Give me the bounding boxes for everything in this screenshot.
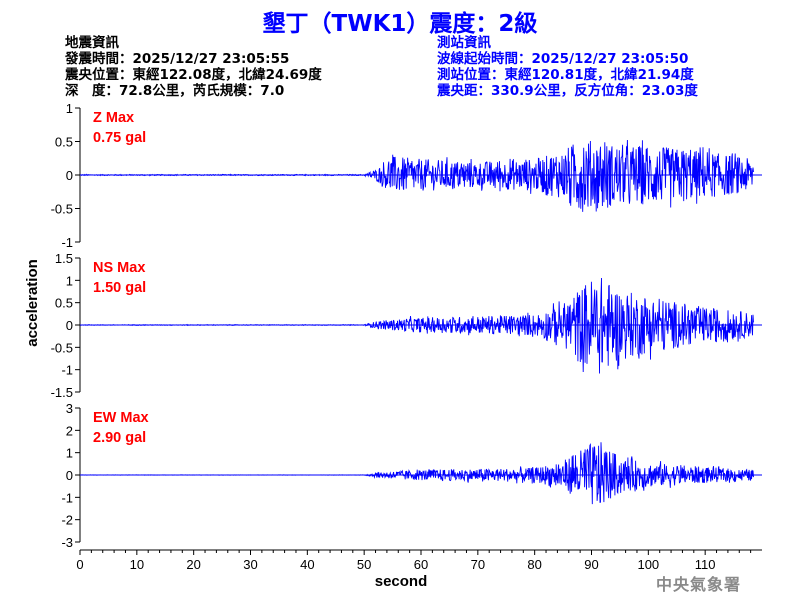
max-label: Z Max [93, 110, 134, 126]
x-tick-label: 40 [300, 557, 314, 572]
station-info-line: 測站位置：東經120.81度，北緯21.94度 [437, 67, 694, 83]
event-info-line: 震央位置：東經122.08度，北緯24.69度 [65, 67, 322, 83]
event-info-line: 深 度：72.8公里，芮氏規模：7.0 [65, 83, 285, 99]
panel-ew: 3 2 1 0 -1 -2 -3 EW Max 2.90 gal [61, 401, 762, 550]
waveform-trace-ns [80, 277, 754, 374]
max-value: 0.75 gal [93, 130, 146, 146]
agency-logo-text: 中央氣象署 [656, 575, 742, 594]
x-tick-label: 50 [357, 557, 371, 572]
y-tick-label: 0 [66, 168, 73, 183]
y-tick-label: 0.5 [55, 296, 73, 311]
y-tick-label: -0.5 [51, 202, 73, 217]
x-tick-label: 90 [584, 557, 598, 572]
y-tick-label: -1 [61, 490, 73, 505]
y-tick-label: 1 [66, 273, 73, 288]
y-tick-label: 1 [66, 446, 73, 461]
x-tick-label: 110 [695, 557, 716, 572]
y-tick-label: -2 [61, 513, 73, 528]
y-tick-label: 0.5 [55, 135, 73, 150]
max-label: EW Max [93, 410, 149, 426]
chart-title: 墾丁（TWK1）震度：2級 [262, 11, 538, 37]
x-tick-label: 0 [76, 557, 83, 572]
panel-ns: 1.5 1 0.5 0 -0.5 -1 -1.5 NS Max 1.50 gal [51, 251, 762, 400]
event-info-line: 地震資訊 [65, 35, 119, 51]
waveform-trace-z [80, 139, 754, 212]
y-tick-label: -1.5 [51, 385, 73, 400]
y-tick-label: 0 [66, 318, 73, 333]
x-tick-label: 80 [527, 557, 541, 572]
station-info-line: 測站資訊 [437, 35, 491, 51]
x-axis-label: second [375, 573, 428, 590]
event-info-line: 發震時間：2025/12/27 23:05:55 [65, 51, 290, 67]
max-value: 1.50 gal [93, 280, 146, 296]
y-tick-label: 3 [66, 401, 73, 416]
y-tick-label: -1 [61, 235, 73, 250]
station-info-line: 波線起始時間：2025/12/27 23:05:50 [437, 51, 689, 67]
x-tick-label: 60 [414, 557, 428, 572]
x-tick-label: 20 [186, 557, 200, 572]
y-axis-label: acceleration [24, 259, 41, 347]
y-tick-label: 2 [66, 423, 73, 438]
panel-z: 1 0.5 0 -0.5 -1 Z Max 0.75 gal [51, 101, 762, 250]
y-tick-label: 0 [66, 468, 73, 483]
max-label: NS Max [93, 260, 145, 276]
y-tick-label: -3 [61, 535, 73, 550]
max-value: 2.90 gal [93, 430, 146, 446]
y-tick-label: 1 [66, 101, 73, 116]
x-tick-label: 10 [130, 557, 144, 572]
x-tick-label: 70 [471, 557, 485, 572]
x-tick-label: 100 [637, 557, 659, 572]
y-tick-label: -1 [61, 363, 73, 378]
station-info: 測站資訊 波線起始時間：2025/12/27 23:05:50 測站位置：東經1… [437, 35, 698, 99]
station-info-line: 震央距：330.9公里，反方位角：23.03度 [437, 83, 698, 99]
waveform-trace-ew [79, 442, 754, 505]
y-tick-label: -0.5 [51, 340, 73, 355]
event-info: 地震資訊 發震時間：2025/12/27 23:05:55 震央位置：東經122… [65, 35, 322, 99]
x-tick-label: 30 [243, 557, 257, 572]
y-tick-label: 1.5 [55, 251, 73, 266]
